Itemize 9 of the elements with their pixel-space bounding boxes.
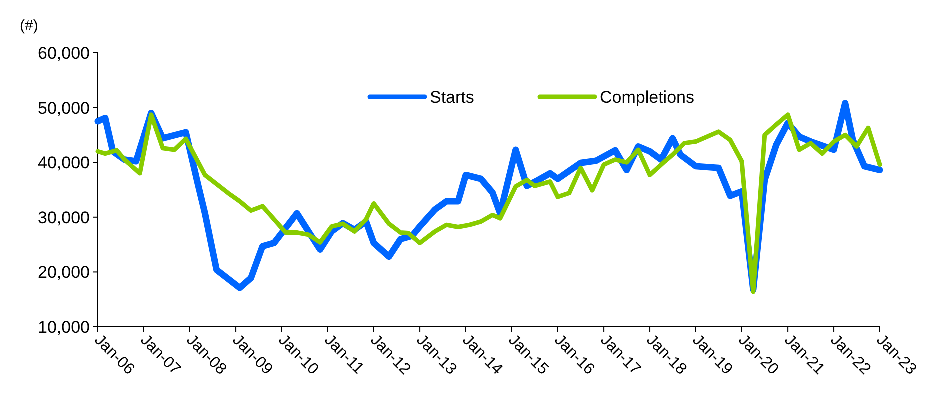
y-tick-label: 10,000	[38, 318, 90, 337]
y-tick-label: 60,000	[38, 44, 90, 63]
y-tick-label: 20,000	[38, 263, 90, 282]
legend-label: Completions	[600, 88, 694, 107]
y-tick-label: 40,000	[38, 154, 90, 173]
y-tick-label: 30,000	[38, 208, 90, 228]
y-tick-label: 50,000	[38, 98, 90, 118]
y-axis-title: (#)	[20, 17, 38, 34]
legend-label: Starts	[430, 88, 474, 107]
